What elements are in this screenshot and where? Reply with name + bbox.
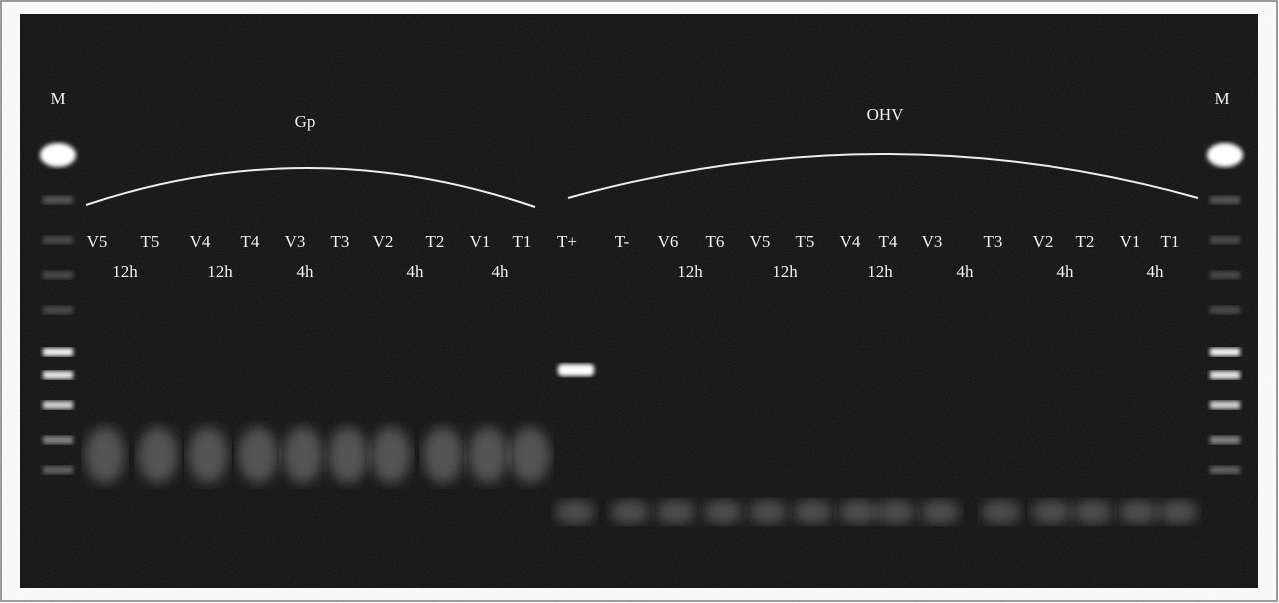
time-label: 12h <box>772 262 798 281</box>
ladder-band <box>1210 466 1240 474</box>
smear <box>981 500 1021 524</box>
smear <box>748 500 788 524</box>
lane-label: T1 <box>513 232 532 251</box>
ladder-band <box>43 436 73 444</box>
lane-label: V1 <box>1120 232 1141 251</box>
smear <box>876 500 916 524</box>
gel-figure: M M Gp OHV V5 T5 V4 T4 V3 T3 V2 T2 V1 T1 12h 12h 4h 4… <box>0 0 1279 603</box>
ladder-band <box>43 401 73 409</box>
lane-label: V2 <box>1033 232 1054 251</box>
lane-label: T2 <box>426 232 445 251</box>
smear <box>920 500 960 524</box>
time-label: 4h <box>1057 262 1075 281</box>
lane-label: T2 <box>1076 232 1095 251</box>
smear <box>138 427 178 483</box>
positive-band <box>558 364 594 376</box>
lane-label: V4 <box>840 232 861 251</box>
smear <box>283 427 323 483</box>
lane-label: T4 <box>241 232 260 251</box>
smear <box>188 427 228 483</box>
lane-label: T3 <box>984 232 1003 251</box>
time-label: 4h <box>1147 262 1165 281</box>
ladder-band <box>1210 236 1240 244</box>
well <box>1207 143 1243 167</box>
time-label: 12h <box>867 262 893 281</box>
lane-label: V6 <box>658 232 679 251</box>
smear <box>656 500 696 524</box>
ladder-band <box>43 236 73 244</box>
lane-label: T5 <box>796 232 815 251</box>
smear <box>838 500 878 524</box>
group-label: Gp <box>295 112 316 131</box>
lane-label: T- <box>615 232 630 251</box>
lane-label: T3 <box>331 232 350 251</box>
lane-label: V3 <box>922 232 943 251</box>
lane-label: V1 <box>470 232 491 251</box>
ladder-band <box>43 271 73 279</box>
ladder-band <box>43 348 73 356</box>
lane-label: V4 <box>190 232 211 251</box>
lane-label: V3 <box>285 232 306 251</box>
smear <box>468 427 508 483</box>
time-label: 4h <box>407 262 425 281</box>
lane-label: V5 <box>87 232 108 251</box>
ladder-band <box>1210 196 1240 204</box>
ladder-band <box>43 306 73 314</box>
time-label: 12h <box>207 262 233 281</box>
smear <box>1031 500 1071 524</box>
lane-label: V5 <box>750 232 771 251</box>
smear <box>423 427 463 483</box>
marker-label: M <box>50 89 65 108</box>
lane-label: V2 <box>373 232 394 251</box>
smear <box>703 500 743 524</box>
marker-label: M <box>1214 89 1229 108</box>
smear <box>1118 500 1158 524</box>
page: {"markers": {"left": "M", "right": "M"},… <box>0 0 1279 603</box>
time-label: 4h <box>297 262 315 281</box>
ladder-band <box>1210 271 1240 279</box>
ladder-band <box>43 466 73 474</box>
time-label: 4h <box>957 262 975 281</box>
lane-label: T5 <box>141 232 160 251</box>
lane-label: T6 <box>706 232 725 251</box>
ladder-band <box>1210 348 1240 356</box>
time-label: 12h <box>677 262 703 281</box>
ladder-band <box>1210 306 1240 314</box>
group-label: OHV <box>867 105 905 124</box>
lane-label: T+ <box>557 232 577 251</box>
smear <box>238 427 278 483</box>
smear <box>328 427 368 483</box>
smear <box>1158 500 1198 524</box>
time-label: 12h <box>112 262 138 281</box>
lane-label: T4 <box>879 232 898 251</box>
smear <box>1073 500 1113 524</box>
ladder-band <box>43 371 73 379</box>
smear <box>85 427 125 483</box>
ladder-band <box>1210 436 1240 444</box>
smear <box>555 500 595 524</box>
smear <box>510 427 550 483</box>
smear <box>371 427 411 483</box>
smear <box>610 500 650 524</box>
time-label: 4h <box>492 262 510 281</box>
well <box>40 143 76 167</box>
ladder-band <box>1210 371 1240 379</box>
smear <box>793 500 833 524</box>
ladder-band <box>43 196 73 204</box>
lane-label: T1 <box>1161 232 1180 251</box>
ladder-band <box>1210 401 1240 409</box>
